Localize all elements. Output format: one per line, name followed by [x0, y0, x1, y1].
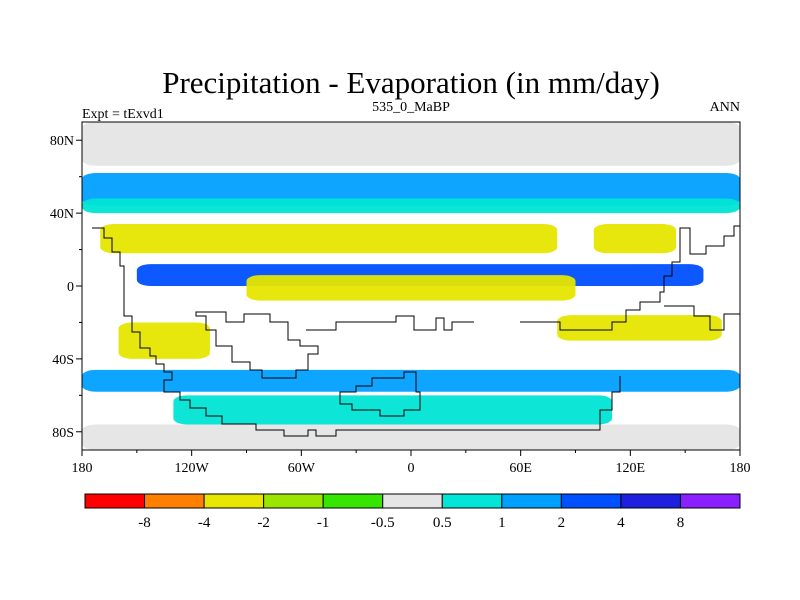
contour-band-polar-south	[82, 424, 740, 450]
colorbar: -8 -4 -2 -1 -0.5 0.5 1 2 4 8	[84, 493, 741, 531]
colorbar-label: 8	[677, 515, 685, 531]
y-tick-label: 0	[67, 280, 74, 295]
subtitle-right: ANN	[710, 100, 740, 115]
colorbar-swatch	[263, 493, 324, 509]
colorbar-label: -1	[317, 515, 330, 531]
x-tick-label: 180	[730, 461, 751, 476]
contour-bands	[82, 122, 740, 450]
contour-band-north-subpolar-moist	[82, 198, 740, 214]
y-tick-label: 40N	[50, 207, 74, 222]
contour-band-southern-ocean-moist	[173, 395, 613, 425]
colorbar-label: 2	[558, 515, 566, 531]
colorbar-label: 0.5	[433, 515, 452, 531]
x-tick-label: 0	[408, 461, 415, 476]
colorbar-label: 4	[617, 515, 625, 531]
colorbar-swatch	[203, 493, 265, 509]
x-tick-label: 120W	[175, 461, 210, 476]
contour-band-north-subtropic-dry	[100, 224, 558, 254]
coastline-east-south	[664, 305, 740, 331]
contour-band-north-subtropic-dry-east	[593, 224, 677, 254]
contour-band-equatorial-dry	[246, 275, 576, 301]
coastline-antarctic-islands	[339, 371, 421, 417]
contour-band-south-subtropic-dry-east	[557, 315, 722, 341]
coastline-east-continent	[520, 225, 740, 331]
coastline-outlines	[92, 225, 740, 437]
colorbar-label: -8	[138, 515, 151, 531]
x-axis: 180 120W 60W 0 60E 120E 180	[72, 450, 751, 476]
contour-band-north-subpolar-wet	[82, 173, 740, 206]
contour-band-south-subtropic-dry	[118, 322, 210, 359]
colorbar-label: -4	[198, 515, 211, 531]
x-tick-label: 180	[72, 461, 93, 476]
y-tick-label: 80N	[50, 134, 74, 149]
contour-band-southern-ocean-wet	[82, 369, 740, 392]
colorbar-label: -0.5	[371, 515, 395, 531]
coastline-africa	[306, 315, 474, 331]
x-tick-label: 120E	[616, 461, 646, 476]
colorbar-swatch	[560, 493, 622, 509]
subtitle-center: 535_0_MaBP	[372, 100, 450, 115]
y-axis: 80N 40N 0 40S 80S	[50, 134, 82, 441]
chart-title: Precipitation - Evaporation (in mm/day)	[162, 65, 660, 100]
colorbar-swatch	[679, 493, 741, 509]
contour-band-polar-north	[82, 122, 740, 166]
colorbar-swatch	[501, 493, 562, 509]
colorbar-swatch	[382, 493, 443, 509]
subtitle-left: Expt = tExvd1	[82, 107, 164, 122]
coastline-west	[92, 227, 621, 437]
colorbar-swatch	[322, 493, 384, 509]
colorbar-swatch	[620, 493, 681, 509]
colorbar-label: -2	[257, 515, 270, 531]
x-tick-label: 60W	[288, 461, 316, 476]
colorbar-swatch	[144, 493, 205, 509]
coastline-south-america	[195, 311, 319, 379]
x-tick-label: 60E	[509, 461, 532, 476]
y-tick-label: 40S	[52, 353, 74, 368]
map-area	[81, 121, 741, 451]
colorbar-label: 1	[498, 515, 506, 531]
colorbar-swatch	[84, 493, 146, 509]
y-tick-label: 80S	[52, 426, 74, 441]
colorbar-swatch	[441, 493, 503, 509]
